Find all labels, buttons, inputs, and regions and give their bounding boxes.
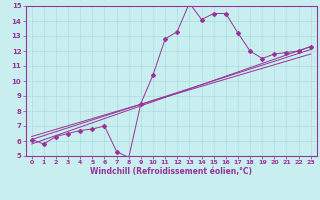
X-axis label: Windchill (Refroidissement éolien,°C): Windchill (Refroidissement éolien,°C) [90, 167, 252, 176]
